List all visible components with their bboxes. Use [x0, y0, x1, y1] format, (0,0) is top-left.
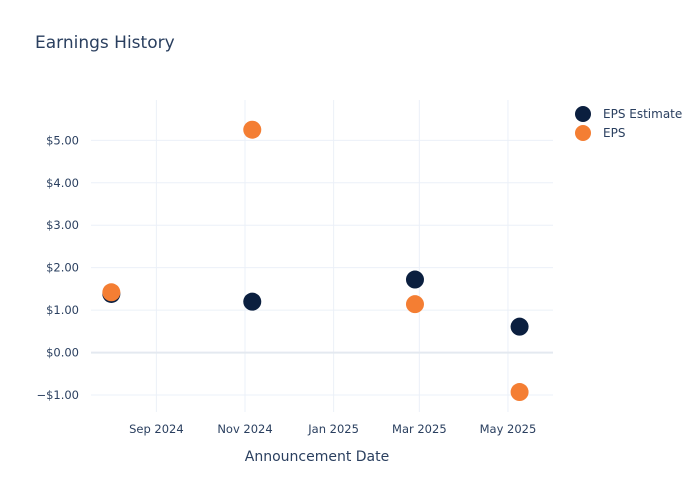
eps-point [243, 120, 262, 139]
eps-estimate-point [405, 270, 424, 289]
legend-label: EPS [603, 126, 625, 140]
x-tick-label: Jan 2025 [307, 422, 359, 436]
eps-point [405, 295, 424, 314]
data-points [102, 120, 529, 402]
y-tick-label: $0.00 [46, 346, 79, 360]
x-tick-label: Sep 2024 [129, 422, 184, 436]
y-tick-label: $1.00 [46, 303, 79, 317]
y-tick-label: $4.00 [46, 176, 79, 190]
x-axis-title: Announcement Date [245, 449, 389, 465]
eps-estimate-point [510, 317, 529, 336]
x-tick-label: Nov 2024 [217, 422, 272, 436]
y-tick-label: $2.00 [46, 261, 79, 275]
legend-marker [575, 106, 591, 122]
y-axis-ticks: −$1.00 $0.00 $1.00 $2.00 $3.00 $4.00 $5.00 [36, 133, 79, 402]
x-axis-ticks: Sep 2024 Nov 2024 Jan 2025 Mar 2025 May 2025 [129, 422, 536, 436]
chart-title: Earnings History [35, 33, 175, 53]
legend-marker [575, 125, 591, 141]
y-tick-label: $5.00 [46, 133, 79, 147]
x-tick-label: May 2025 [480, 422, 537, 436]
legend-label: EPS Estimate [603, 107, 682, 121]
legend: EPS Estimate EPS [575, 106, 682, 141]
grid-lines [91, 100, 553, 412]
y-tick-label: −$1.00 [36, 388, 79, 402]
y-tick-label: $3.00 [46, 218, 79, 232]
eps-estimate-point [243, 292, 262, 311]
eps-point [102, 283, 121, 302]
eps-point [510, 383, 529, 402]
x-tick-label: Mar 2025 [392, 422, 447, 436]
